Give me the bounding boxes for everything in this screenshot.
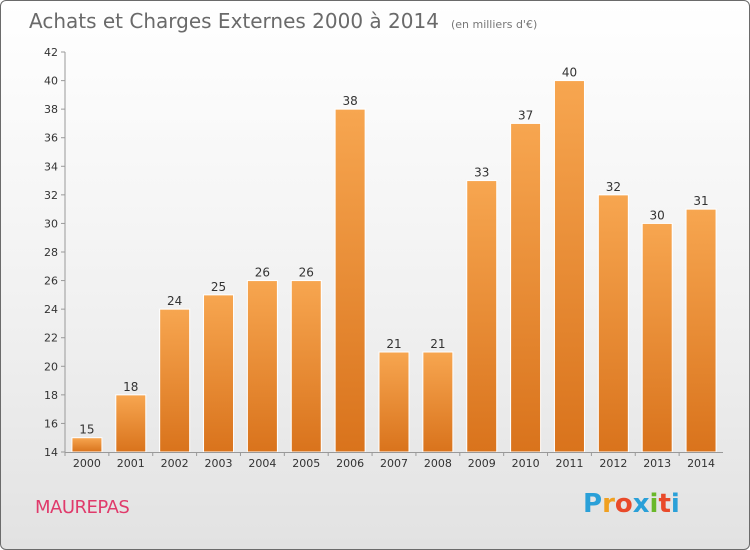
bar-value-label: 24: [167, 294, 182, 308]
logo-letter: i: [670, 489, 680, 519]
y-tick-label: 18: [44, 389, 58, 402]
logo-letter: x: [632, 489, 650, 519]
x-tick-label: 2010: [512, 457, 540, 470]
bar-2004: [246, 280, 278, 453]
y-tick-label: 26: [44, 275, 58, 288]
bar-value-label: 26: [255, 266, 270, 280]
x-tick-label: 2000: [73, 457, 101, 470]
x-tick-label: 2004: [248, 457, 276, 470]
y-tick-label: 30: [44, 217, 58, 230]
x-tick-label: 2009: [468, 457, 496, 470]
bar-value-label: 37: [518, 108, 533, 122]
bar-value-label: 33: [474, 166, 489, 180]
proxiti-logo: Proxiti: [583, 489, 680, 519]
y-tick-label: 40: [44, 75, 58, 88]
bar-value-label: 38: [342, 94, 357, 108]
y-tick-label: 36: [44, 132, 58, 145]
x-tick-label: 2008: [424, 457, 452, 470]
y-tick-label: 28: [44, 246, 58, 259]
bar-2005: [290, 280, 322, 453]
x-tick-label: 2014: [687, 457, 715, 470]
bar-value-label: 15: [79, 423, 94, 437]
bar-2014: [685, 208, 717, 453]
title-text: Achats et Charges Externes 2000 à 2014: [29, 9, 439, 33]
bar-2010: [510, 122, 542, 453]
y-tick-label: 24: [44, 303, 58, 316]
bar-2002: [159, 308, 191, 453]
bar-value-label: 21: [386, 337, 401, 351]
x-tick-label: 2012: [599, 457, 627, 470]
bar-value-label: 18: [123, 380, 138, 394]
y-tick-label: 14: [44, 446, 58, 459]
y-tick-label: 16: [44, 417, 58, 430]
x-tick-label: 2002: [161, 457, 189, 470]
bar-value-label: 30: [650, 208, 665, 222]
x-tick-label: 2013: [643, 457, 671, 470]
place-name: MAUREPAS: [35, 497, 130, 518]
y-tick-label: 42: [44, 46, 58, 59]
bar-value-label: 26: [299, 266, 314, 280]
logo-letter: i: [649, 489, 659, 519]
y-tick-label: 32: [44, 189, 58, 202]
bar-2007: [378, 351, 410, 453]
logo-letter: t: [658, 489, 671, 519]
x-tick-label: 2007: [380, 457, 408, 470]
bar-value-label: 25: [211, 280, 226, 294]
x-tick-label: 2005: [292, 457, 320, 470]
bar-2008: [422, 351, 454, 453]
bar-value-label: 40: [562, 66, 577, 80]
logo-letter: r: [602, 489, 615, 519]
bar-2011: [553, 80, 585, 453]
x-tick-label: 2001: [117, 457, 145, 470]
bar-value-label: 31: [693, 194, 708, 208]
bar-2000: [71, 437, 103, 453]
bar-2001: [115, 394, 147, 453]
x-tick-label: 2011: [555, 457, 583, 470]
bar-2009: [466, 180, 498, 453]
y-axis: 14 16 18 20 22 24 26 28 30 32 34 36 38 40 42: [44, 46, 66, 459]
y-tick-label: 34: [44, 160, 58, 173]
chart-subtitle: (en milliers d'€): [450, 18, 538, 31]
x-tick-label: 2003: [205, 457, 233, 470]
bar-2012: [597, 194, 629, 453]
logo-letter: o: [614, 489, 633, 519]
x-axis: 2000 2001 2002 2003 2004 2005 2006 2007 2008 2009…: [64, 452, 723, 470]
bar-value-label: 32: [606, 180, 621, 194]
y-tick-label: 38: [44, 103, 58, 116]
y-tick-label: 22: [44, 332, 58, 345]
bar-value-label: 21: [430, 337, 445, 351]
bar-2013: [641, 222, 673, 453]
bars-group: 15 18 24 25 26 26 38 21 21 33 37 40 32 30 31: [71, 66, 717, 453]
logo-letter: P: [583, 489, 603, 519]
y-tick-label: 20: [44, 360, 58, 373]
bar-2003: [203, 294, 235, 453]
x-tick-label: 2006: [336, 457, 364, 470]
bar-2006: [334, 108, 366, 453]
chart-title: Achats et Charges Externes 2000 à 2014 (e…: [29, 9, 537, 33]
